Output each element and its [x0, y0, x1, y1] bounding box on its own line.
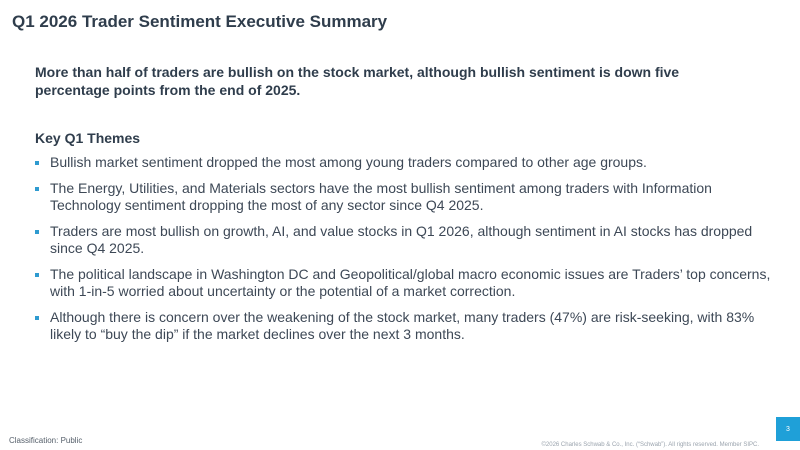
summary-headline: More than half of traders are bullish on… [35, 64, 680, 98]
themes-list: Bullish market sentiment dropped the mos… [35, 154, 775, 352]
theme-item: The Energy, Utilities, and Materials sec… [35, 180, 775, 214]
square-bullet-icon [35, 187, 39, 191]
classification-label: Classification: Public [9, 436, 83, 445]
theme-item: Although there is concern over the weake… [35, 309, 775, 343]
slide-title: Q1 2026 Trader Sentiment Executive Summa… [12, 12, 388, 31]
page-number-badge: 3 [776, 417, 800, 441]
copyright-notice: ©2026 Charles Schwab & Co., Inc. (“Schwa… [541, 442, 759, 448]
theme-item: The political landscape in Washington DC… [35, 266, 775, 300]
square-bullet-icon [35, 230, 39, 234]
square-bullet-icon [35, 273, 39, 277]
themes-heading: Key Q1 Themes [35, 130, 141, 146]
theme-text: Although there is concern over the weake… [50, 309, 755, 342]
theme-text: Bullish market sentiment dropped the mos… [50, 154, 647, 170]
square-bullet-icon [35, 316, 39, 320]
theme-item: Bullish market sentiment dropped the mos… [35, 154, 775, 171]
theme-text: Traders are most bullish on growth, AI, … [50, 223, 753, 256]
theme-text: The Energy, Utilities, and Materials sec… [50, 180, 712, 213]
theme-text: The political landscape in Washington DC… [50, 266, 771, 299]
square-bullet-icon [35, 161, 39, 165]
theme-item: Traders are most bullish on growth, AI, … [35, 223, 775, 257]
